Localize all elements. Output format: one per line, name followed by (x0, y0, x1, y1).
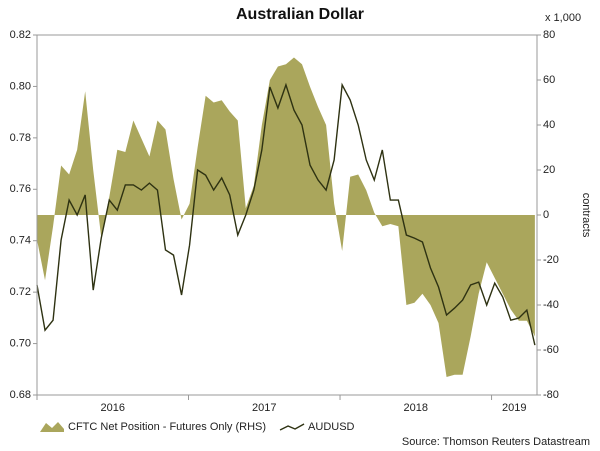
line (36, 82, 536, 346)
y2-tick-label: 60 (543, 74, 555, 86)
y2-unit: x 1,000 (545, 12, 581, 24)
legend-label: AUDUSD (308, 421, 355, 433)
y2-tick-label: -20 (543, 254, 559, 266)
y2-tick-label: -80 (543, 389, 559, 401)
legend-swatch (40, 422, 64, 432)
y-tick-label: 0.72 (10, 286, 31, 298)
y-tick-label: 0.70 (10, 337, 31, 349)
chart-title: Australian Dollar (236, 6, 364, 23)
y-tick-label: 0.78 (10, 132, 31, 144)
y2-axis-label: contracts (580, 193, 592, 238)
y-tick-label: 0.80 (10, 80, 31, 92)
source: Source: Thomson Reuters Datastream (402, 436, 590, 448)
y2-tick-label: -60 (543, 344, 559, 356)
y2-tick-label: 40 (543, 119, 555, 131)
y2-tick-label: 0 (543, 209, 549, 221)
x-tick-label: 2017 (252, 402, 276, 414)
legend-swatch (279, 423, 305, 431)
y-tick-label: 0.76 (10, 183, 31, 195)
x-tick-label: 2018 (404, 402, 428, 414)
area (37, 57, 535, 377)
x-tick-label: 2016 (101, 402, 125, 414)
legend-label: CFTC Net Position - Futures Only (RHS) (68, 421, 266, 433)
x-tick-label: 2019 (502, 402, 526, 414)
y2-tick-label: 20 (543, 164, 555, 176)
y2-tick-label: -40 (543, 299, 559, 311)
y-tick-label: 0.68 (10, 389, 31, 401)
y2-tick-label: 80 (543, 29, 555, 41)
y-tick-label: 0.82 (10, 29, 31, 41)
y-tick-label: 0.74 (10, 235, 31, 247)
